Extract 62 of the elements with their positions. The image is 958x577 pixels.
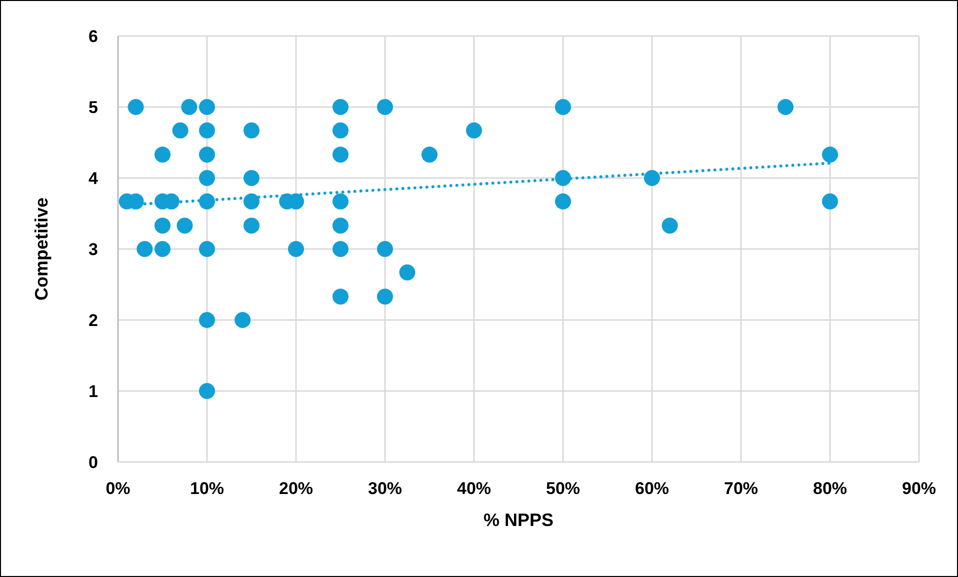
y-tick-label: 6 bbox=[88, 27, 98, 46]
x-tick-label: 60% bbox=[634, 479, 670, 498]
x-tick-label: 70% bbox=[724, 479, 758, 498]
y-axis-title: Competitive bbox=[31, 197, 52, 301]
point bbox=[199, 383, 215, 399]
point bbox=[234, 312, 251, 328]
point bbox=[422, 146, 438, 163]
point bbox=[128, 99, 144, 115]
point bbox=[778, 99, 794, 115]
point bbox=[199, 122, 215, 138]
point bbox=[154, 241, 170, 257]
point bbox=[199, 170, 215, 186]
point bbox=[332, 193, 348, 210]
point bbox=[822, 193, 838, 210]
y-tick-label: 4 bbox=[88, 169, 99, 188]
point bbox=[244, 122, 260, 138]
point bbox=[399, 264, 416, 280]
point bbox=[332, 241, 348, 257]
point bbox=[377, 241, 393, 257]
point bbox=[332, 122, 348, 138]
x-tick-label: 10% bbox=[190, 479, 224, 498]
y-tick-label: 2 bbox=[88, 311, 98, 330]
point bbox=[332, 99, 348, 115]
x-tick-label: 50% bbox=[546, 479, 580, 498]
point bbox=[555, 99, 571, 115]
point bbox=[332, 218, 348, 234]
point bbox=[244, 193, 260, 210]
point bbox=[377, 288, 393, 305]
x-tick-label: 80% bbox=[812, 479, 848, 498]
point bbox=[154, 218, 170, 234]
point bbox=[332, 146, 348, 163]
x-tick-label: 20% bbox=[278, 479, 314, 498]
point bbox=[154, 146, 170, 163]
point bbox=[172, 122, 188, 138]
point bbox=[555, 193, 571, 210]
x-tick-label: 90% bbox=[902, 479, 936, 498]
y-tick-label: 0 bbox=[88, 453, 98, 472]
point bbox=[662, 218, 678, 234]
point bbox=[199, 146, 215, 163]
point bbox=[136, 241, 153, 257]
point bbox=[555, 170, 571, 186]
point bbox=[644, 170, 660, 186]
x-tick-label: 30% bbox=[368, 479, 402, 498]
point bbox=[466, 122, 482, 138]
point bbox=[244, 218, 260, 234]
x-tick-label: 40% bbox=[456, 479, 492, 498]
point bbox=[332, 288, 348, 305]
x-tick-label: 0% bbox=[106, 479, 130, 498]
point bbox=[288, 241, 304, 257]
point bbox=[199, 312, 215, 328]
point bbox=[199, 193, 215, 210]
y-tick-label: 3 bbox=[88, 240, 98, 260]
point bbox=[244, 170, 260, 186]
y-tick-label: 1 bbox=[88, 382, 98, 402]
point bbox=[176, 218, 193, 234]
x-axis-title: % NPPS bbox=[483, 510, 554, 530]
y-tick-label: 5 bbox=[88, 98, 98, 118]
point bbox=[199, 241, 215, 257]
point bbox=[377, 99, 393, 115]
point bbox=[199, 99, 215, 115]
point bbox=[181, 99, 198, 115]
point bbox=[822, 146, 838, 163]
